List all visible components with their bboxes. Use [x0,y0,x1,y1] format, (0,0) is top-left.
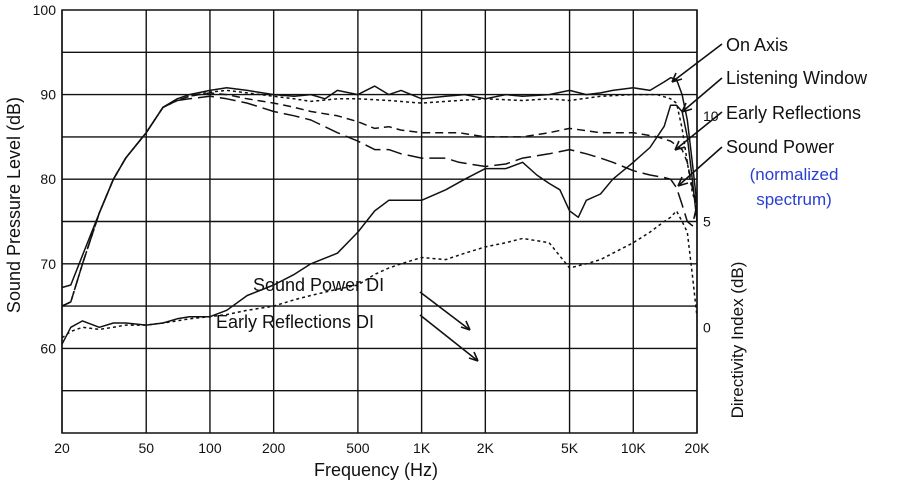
x-tick-label-1: 50 [138,440,154,456]
series-early-reflections-di-line [61,210,698,339]
arrowhead-listening-window [681,102,693,113]
y-tick-label-0: 60 [40,340,56,356]
x-tick-label-8: 10K [621,440,647,456]
arrowhead-sound-power [677,176,689,187]
series-early-reflections-line [61,92,698,307]
arrow-sound-power [677,146,723,187]
arrowhead-early-reflections-di [468,351,479,362]
tick-labels: 20 50 100 200 500 1K 2K 5K 10K 20K 60 70 80 90 100 0 5 10 [33,2,719,456]
series-layer [61,76,698,345]
y2-axis-label: Directivity Index (dB) [728,262,747,419]
series-sound-power-line [61,95,698,307]
plot-border [61,9,698,434]
annotation-sound-power: Sound Power [726,137,834,157]
annotation-listening-window: Listening Window [726,68,868,88]
x-tick-label-7: 5K [561,440,579,456]
y2-tick-label-2: 10 [703,108,719,124]
y-tick-label-1: 70 [40,256,56,272]
y2-tick-label-0: 0 [703,319,711,335]
y-tick-label-2: 80 [40,171,56,187]
annotation-early-reflections: Early Reflections [726,103,861,123]
arrow-early-reflections [674,111,723,151]
x-tick-label-4: 500 [346,440,370,456]
x-tick-label-3: 200 [262,440,286,456]
annotations: On Axis Listening Window Early Reflectio… [216,35,868,332]
x-tick-label-9: 20K [685,440,711,456]
arrowhead-sound-power-di [460,320,471,331]
annotation-sound-power-di: Sound Power DI [253,275,384,295]
y2-tick-label-1: 5 [703,214,711,230]
x-tick-label-6: 2K [477,440,495,456]
annotation-normalized: (normalized [750,165,839,184]
y-tick-label-4: 100 [33,2,57,18]
x-tick-label-5: 1K [413,440,431,456]
annotation-on-axis: On Axis [726,35,788,55]
y-tick-label-3: 90 [40,87,56,103]
arrow-listening-window [681,77,723,113]
annotation-early-reflections-di: Early Reflections DI [216,312,374,332]
annotation-spectrum: spectrum) [756,190,832,209]
arrowhead-early-reflections [674,140,686,151]
series-sound-power-di-line [61,104,698,345]
arrow-early-reflections-di [419,314,479,362]
x-tick-label-0: 20 [54,440,70,456]
y-axis-label: Sound Pressure Level (dB) [4,97,24,313]
arrowhead-on-axis [671,72,683,83]
arrow-on-axis [671,43,723,83]
annotation-arrows [419,43,723,362]
arrow-sound-power-di [419,291,471,331]
x-tick-label-2: 100 [198,440,222,456]
x-axis-label: Frequency (Hz) [314,460,438,480]
